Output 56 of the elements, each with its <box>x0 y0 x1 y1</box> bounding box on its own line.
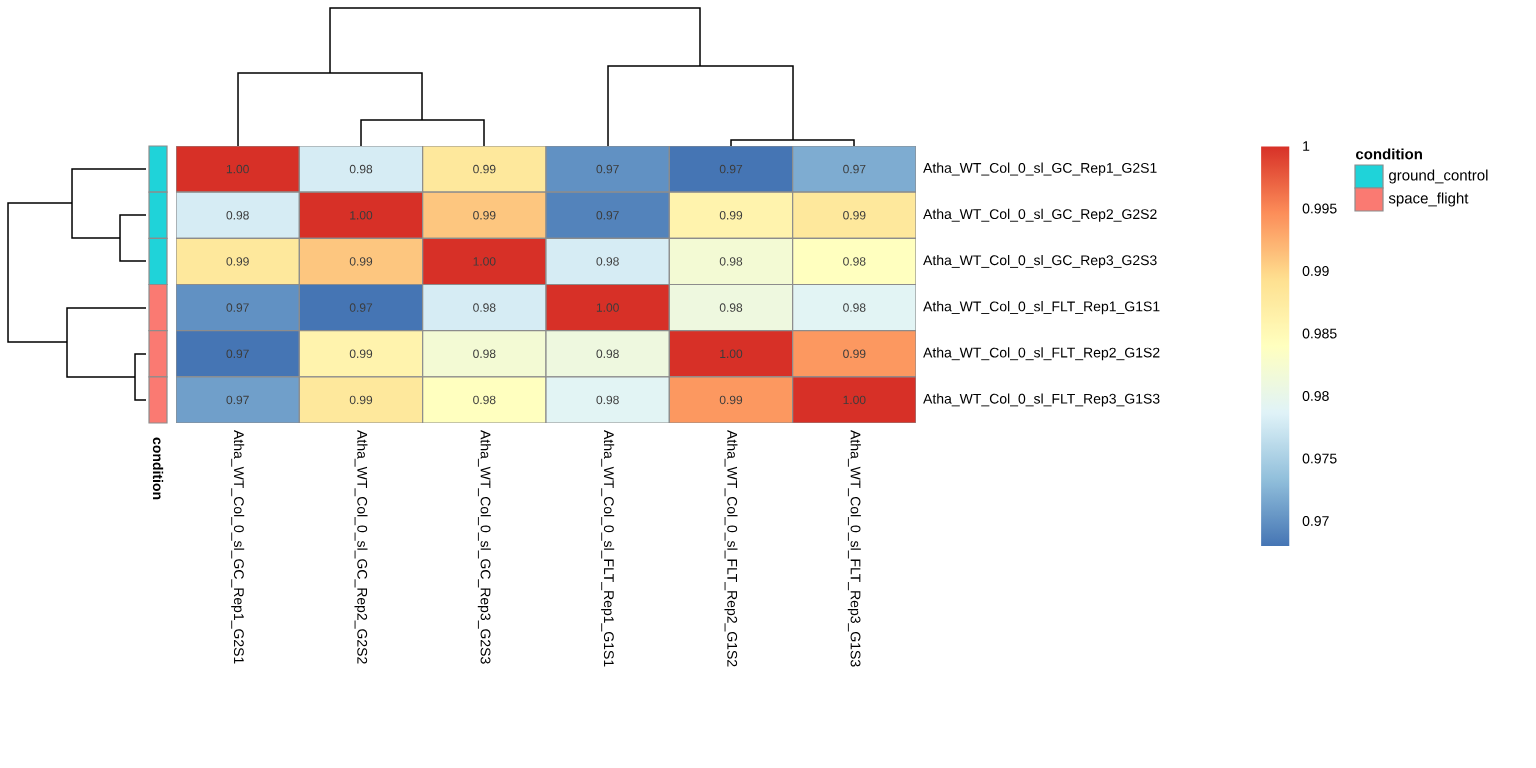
x-tick-label: Atha_WT_Col_0_sl_FLT_Rep2_G1S2 <box>724 430 738 667</box>
legend-label: space_flight <box>1388 192 1469 207</box>
data-label: 0.97 <box>596 211 619 220</box>
data-label: 1.00 <box>720 349 743 359</box>
color-bar-label: 0.98 <box>1302 391 1329 401</box>
y-tick-label: Atha_WT_Col_0_sl_GC_Rep2_G2S2 <box>923 208 1157 222</box>
data-label: 0.98 <box>843 303 866 312</box>
data-label: 0.99 <box>349 395 373 405</box>
data-label: 0.98 <box>349 164 373 174</box>
text: condition <box>152 437 164 500</box>
data-label: 0.99 <box>473 164 496 174</box>
data-label: 0.99 <box>349 349 373 359</box>
color-bar-label: 0.975 <box>1302 453 1337 464</box>
data-label: 0.99 <box>719 211 743 220</box>
data-label: 0.97 <box>226 303 249 312</box>
x-tick-label: Atha_WT_Col_0_sl_FLT_Rep1_G1S1 <box>601 430 615 667</box>
data-label: 0.98 <box>596 257 619 266</box>
data-label: 0.99 <box>349 257 373 266</box>
legend-title: condition <box>1356 148 1422 160</box>
data-label: 0.99 <box>843 349 866 359</box>
data-label: 0.97 <box>226 395 249 405</box>
data-label: 0.99 <box>719 395 743 405</box>
data-label: 0.98 <box>719 257 743 266</box>
data-label: 1.00 <box>350 211 373 220</box>
data-label: 1.00 <box>596 303 619 312</box>
color-bar-label: 0.99 <box>1302 266 1329 276</box>
data-label: 0.98 <box>473 349 496 359</box>
color-bar-label: 0.97 <box>1302 516 1329 526</box>
data-label: 0.98 <box>473 395 496 405</box>
y-tick-label: Atha_WT_Col_0_sl_FLT_Rep2_G1S2 <box>923 347 1160 361</box>
data-label: 0.99 <box>843 211 866 220</box>
data-label: 1.00 <box>473 257 496 266</box>
data-label: 1.00 <box>226 164 249 174</box>
y-tick-label: Atha_WT_Col_0_sl_GC_Rep1_G2S1 <box>923 162 1157 176</box>
data-label: 0.98 <box>596 349 619 359</box>
data-label: 0.97 <box>226 349 249 359</box>
x-tick-label: Atha_WT_Col_0_sl_GC_Rep3_G2S3 <box>477 430 491 664</box>
data-label: 0.98 <box>719 303 743 312</box>
x-tick-label: Atha_WT_Col_0_sl_GC_Rep2_G2S2 <box>354 430 368 664</box>
data-label: 1.00 <box>843 395 866 405</box>
legend-label: ground_control <box>1389 169 1488 184</box>
data-label: 0.98 <box>473 303 496 312</box>
data-label: 0.99 <box>226 257 249 266</box>
y-tick-label: Atha_WT_Col_0_sl_GC_Rep3_G2S3 <box>923 254 1157 268</box>
color-bar-label: 1 <box>1303 141 1310 151</box>
data-label: 0.97 <box>719 164 743 174</box>
x-tick-label: Atha_WT_Col_0_sl_GC_Rep1_G2S1 <box>231 430 245 664</box>
color-bar-label: 0.995 <box>1302 203 1337 214</box>
data-label: 0.98 <box>843 257 866 266</box>
data-label: 0.99 <box>473 211 496 220</box>
y-tick-label: Atha_WT_Col_0_sl_FLT_Rep3_G1S3 <box>923 393 1160 407</box>
data-label: 0.97 <box>843 164 866 174</box>
y-tick-label: Atha_WT_Col_0_sl_FLT_Rep1_G1S1 <box>923 301 1160 315</box>
data-label: 0.97 <box>349 303 373 312</box>
data-label: 0.98 <box>596 395 619 405</box>
color-bar-label: 0.985 <box>1302 328 1337 339</box>
